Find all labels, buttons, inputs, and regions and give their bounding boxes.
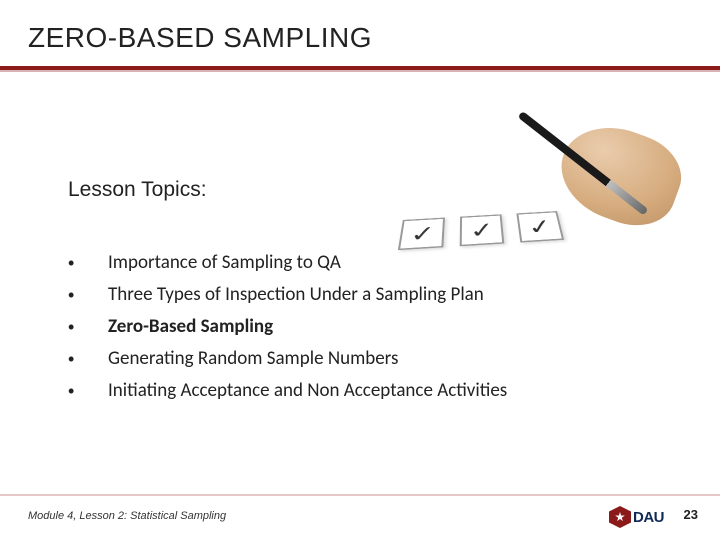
bullet-icon: • [68, 250, 108, 276]
divider-light [0, 70, 720, 72]
footer-text: Module 4, Lesson 2: Statistical Sampling [28, 510, 226, 522]
page-number: 23 [684, 507, 698, 522]
dau-logo: DAU [609, 506, 664, 528]
list-item: • Zero-Based Sampling [68, 314, 648, 340]
bullet-icon: • [68, 378, 108, 404]
subheading: Lesson Topics: [68, 178, 207, 202]
bullet-text: Importance of Sampling to QA [108, 250, 341, 276]
bullet-icon: • [68, 282, 108, 308]
footer-divider [0, 494, 720, 496]
bullet-icon: • [68, 346, 108, 372]
slide: ZERO-BASED SAMPLING ✓ ✓ ✓ Lesson Topics:… [0, 0, 720, 540]
logo-badge-icon [609, 506, 631, 528]
list-item: • Generating Random Sample Numbers [68, 346, 648, 372]
page-title: ZERO-BASED SAMPLING [28, 22, 372, 54]
bullet-list: • Importance of Sampling to QA • Three T… [68, 250, 648, 410]
logo-text: DAU [633, 509, 664, 526]
bullet-text: Three Types of Inspection Under a Sampli… [108, 282, 484, 308]
list-item: • Three Types of Inspection Under a Samp… [68, 282, 648, 308]
bullet-text: Generating Random Sample Numbers [108, 346, 398, 372]
bullet-icon: • [68, 314, 108, 340]
bullet-text: Initiating Acceptance and Non Acceptance… [108, 378, 507, 404]
list-item: • Importance of Sampling to QA [68, 250, 648, 276]
list-item: • Initiating Acceptance and Non Acceptan… [68, 378, 648, 404]
bullet-text: Zero-Based Sampling [108, 314, 273, 340]
